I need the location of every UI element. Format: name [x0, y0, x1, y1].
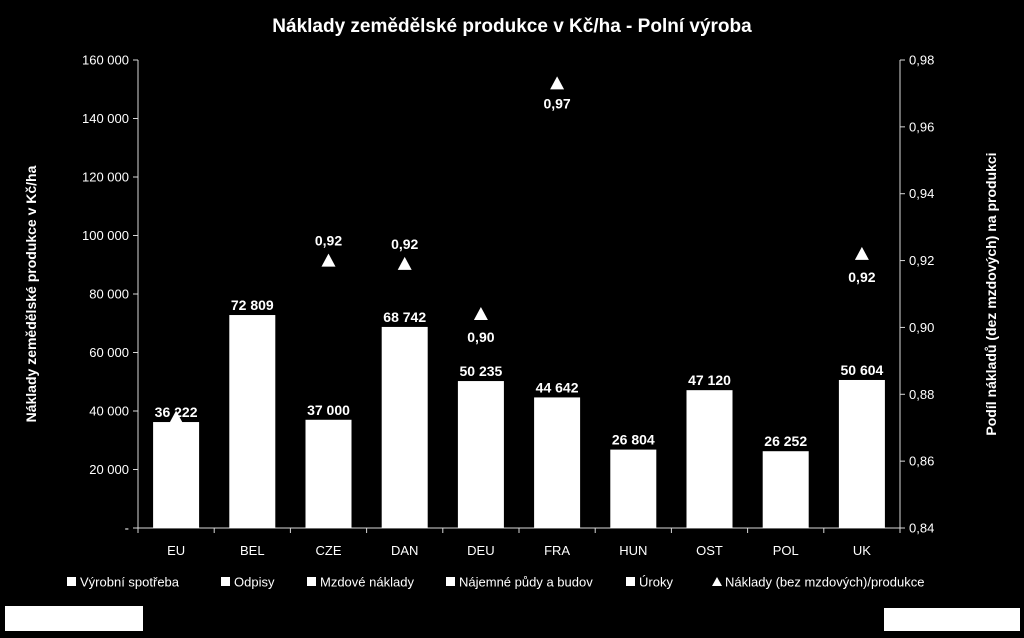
y-tick-label: 20 000	[89, 462, 129, 477]
legend-item: Nájemné půdy a budov	[459, 575, 593, 590]
bar-label: 36 222	[155, 404, 198, 420]
bar	[457, 381, 504, 528]
y-tick-label: 100 000	[82, 228, 129, 243]
legend-item: Náklady (bez mzdových)/produkce	[725, 575, 924, 590]
y-tick-label: 40 000	[89, 404, 129, 419]
y-tick-label: 80 000	[89, 287, 129, 302]
ratio-marker	[397, 256, 412, 270]
y-tick-label: 60 000	[89, 345, 129, 360]
bar	[534, 397, 581, 528]
y2-tick-label: 0,98	[909, 53, 934, 68]
x-tick-label: UK	[853, 543, 871, 558]
ratio-label: 0,92	[848, 269, 875, 285]
ratio-label: 0,90	[467, 329, 494, 345]
y-tick-label: 120 000	[82, 170, 129, 185]
y2-axis-title: Podíl nákladů (dez mzdových) na produkci	[983, 152, 999, 435]
chart-title: Náklady zemědělské produkce v Kč/ha - Po…	[272, 16, 752, 37]
x-tick-label: EU	[167, 543, 185, 558]
legend-marker	[712, 577, 722, 586]
ratio-marker	[854, 246, 869, 260]
y2-tick-label: 0,86	[909, 454, 934, 469]
x-tick-label: DAN	[391, 543, 418, 558]
bar	[762, 451, 809, 528]
x-tick-label: DEU	[467, 543, 494, 558]
legend-marker	[221, 577, 230, 586]
bar-label: 26 252	[764, 433, 807, 449]
y-tick-label: 140 000	[82, 111, 129, 126]
x-tick-label: FRA	[544, 543, 570, 558]
bar-label: 26 804	[612, 432, 655, 448]
corner-box-right	[884, 608, 1020, 631]
bar	[610, 449, 657, 528]
x-tick-label: POL	[773, 543, 799, 558]
x-tick-label: CZE	[316, 543, 342, 558]
legend-item: Mzdové náklady	[320, 575, 414, 590]
bar	[153, 422, 200, 528]
y-tick-label: 160 000	[82, 53, 129, 68]
legend-marker	[67, 577, 76, 586]
y2-tick-label: 0,94	[909, 186, 934, 201]
bar-label: 72 809	[231, 297, 274, 313]
x-tick-label: HUN	[619, 543, 647, 558]
y2-tick-label: 0,90	[909, 320, 934, 335]
legend-item: Úroky	[639, 575, 673, 590]
legend-item: Výrobní spotřeba	[80, 575, 180, 590]
bar	[229, 315, 276, 528]
ratio-label: 0,92	[315, 233, 342, 249]
legend-item: Odpisy	[234, 575, 275, 590]
bar-label: 37 000	[307, 402, 350, 418]
bar	[305, 419, 352, 528]
ratio-marker	[550, 76, 565, 90]
legend-marker	[307, 577, 316, 586]
x-tick-label: BEL	[240, 543, 265, 558]
x-tick-label: OST	[696, 543, 723, 558]
bar	[686, 390, 733, 528]
ratio-marker	[321, 253, 336, 267]
bar-label: 50 604	[840, 362, 883, 378]
ratio-marker	[473, 307, 488, 321]
corner-box-left	[5, 606, 143, 631]
y-axis-title: Náklady zemědělské produkce v Kč/ha	[23, 165, 39, 422]
y2-tick-label: 0,88	[909, 387, 934, 402]
legend-marker	[446, 577, 455, 586]
bar-label: 47 120	[688, 372, 731, 388]
y2-tick-label: 0,92	[909, 253, 934, 268]
y2-tick-label: 0,84	[909, 521, 934, 536]
bar-label: 68 742	[383, 309, 426, 325]
y-tick-label: -	[125, 521, 129, 536]
y2-tick-label: 0,96	[909, 119, 934, 134]
legend-marker	[626, 577, 635, 586]
bar-label: 50 235	[459, 363, 502, 379]
bar	[838, 379, 885, 528]
ratio-label: 0,97	[543, 95, 570, 111]
ratio-label: 0,92	[391, 236, 418, 252]
ratio-marker	[169, 410, 184, 424]
bar-label: 44 642	[536, 379, 579, 395]
bar	[381, 326, 428, 528]
